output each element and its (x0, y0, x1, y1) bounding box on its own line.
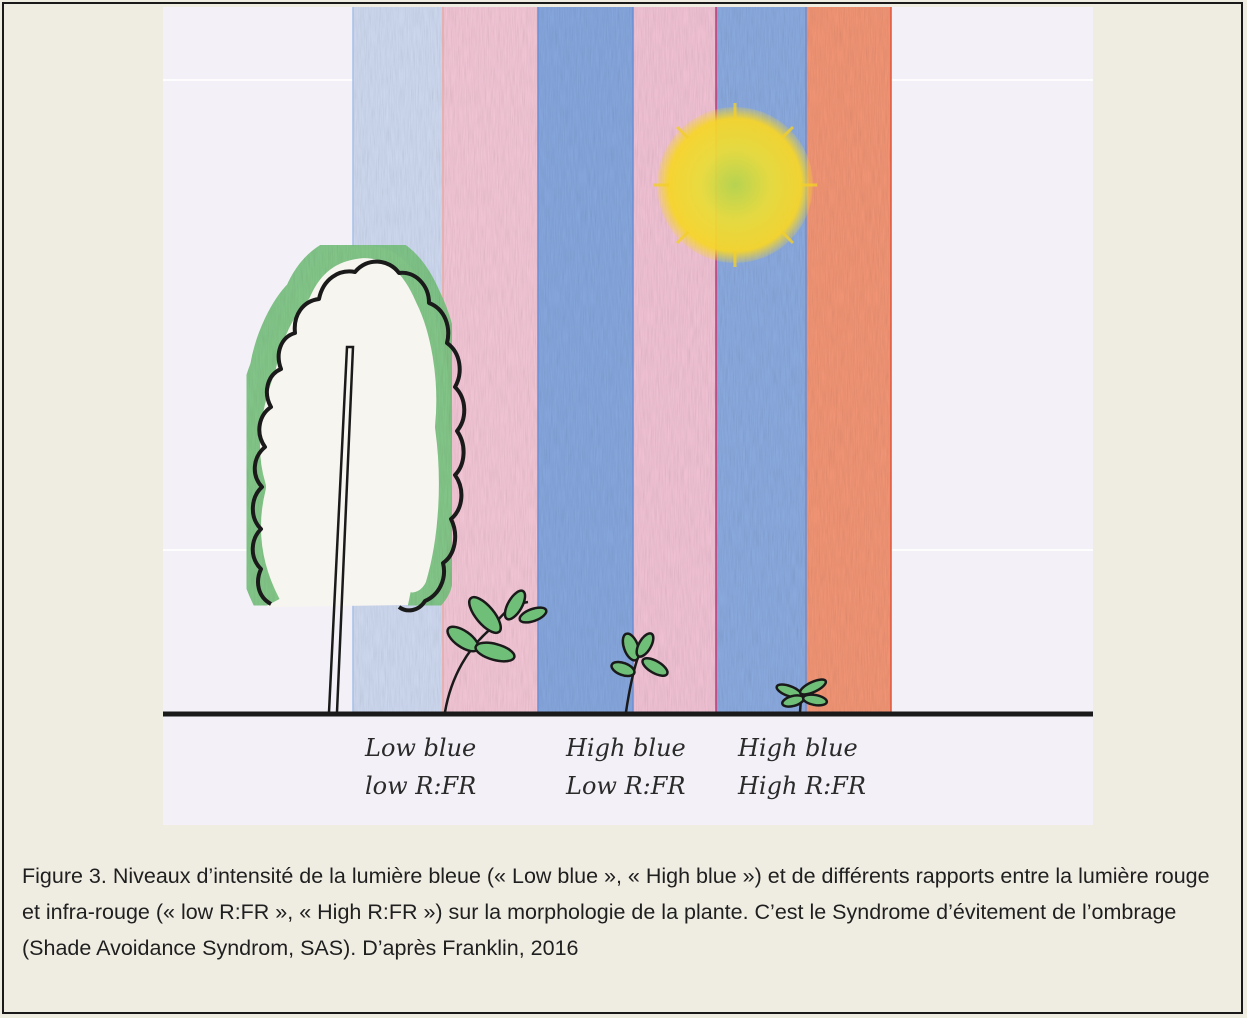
plant-low-blue (443, 589, 548, 713)
tree (233, 232, 467, 713)
sun (653, 103, 817, 267)
label-high-blue-high-rfr-line2: High R:FR (738, 772, 866, 800)
drawing-canvas (163, 7, 1093, 717)
plant-high-blue-high-rfr (775, 678, 829, 713)
label-low-blue-line2: low R:FR (365, 772, 477, 800)
label-low-blue: Low blue low R:FR (365, 729, 476, 805)
label-high-blue-high-rfr-line1: High blue (738, 734, 858, 762)
figure-caption: Figure 3. Niveaux d’intensité de la lumi… (22, 864, 1210, 960)
tree-canopy-green (233, 232, 465, 619)
tree-trunk (327, 345, 355, 713)
label-high-blue-low-rfr-line1: High blue (566, 734, 686, 762)
band-red-orange (806, 7, 891, 712)
label-high-blue-low-rfr: High blue Low R:FR (566, 729, 686, 805)
tree-canopy-outline (250, 259, 467, 613)
label-high-blue-low-rfr-line2: Low R:FR (566, 772, 686, 800)
band-blue-1 (538, 7, 633, 712)
label-low-blue-line1: Low blue (365, 734, 477, 762)
figure-drawing: Low blue low R:FR High blue Low R:FR Hig… (163, 7, 1093, 825)
plant-high-blue-low-rfr (610, 632, 669, 713)
label-high-blue-high-rfr: High blue High R:FR (738, 729, 866, 805)
band-pink-2 (633, 7, 716, 712)
